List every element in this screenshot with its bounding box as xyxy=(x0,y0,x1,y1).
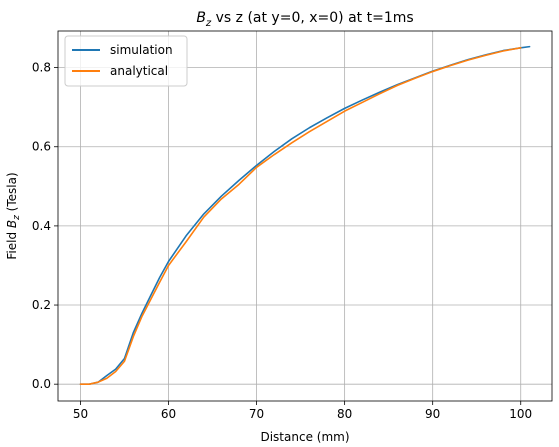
x-tick-label: 50 xyxy=(73,407,88,421)
y-axis-label-subscript: z xyxy=(12,215,22,221)
y-tick-label: 0.8 xyxy=(32,61,51,75)
series-line-analytical xyxy=(79,47,522,385)
y-tick-label: 0.2 xyxy=(32,298,51,312)
legend-box xyxy=(64,35,188,87)
x-tick-label: 90 xyxy=(425,407,440,421)
title-suffix: vs z (at y=0, x=0) at t=1ms xyxy=(211,10,414,26)
y-tick-label: 0.6 xyxy=(32,140,51,154)
legend-label-simulation: simulation xyxy=(110,43,173,57)
y-tick-label: 0.0 xyxy=(32,377,51,391)
x-axis-label: Distance (mm) xyxy=(260,430,349,444)
grid xyxy=(58,31,552,401)
plot-frame xyxy=(57,30,553,402)
y-axis-label-symbol: B xyxy=(5,220,19,228)
ticks: 50 60 70 80 90 100 0.0 0.2 0.4 0.6 0.8 xyxy=(32,61,532,421)
title-subscript: z xyxy=(205,18,212,29)
legend-label-analytical: analytical xyxy=(110,64,168,78)
y-axis-label-suffix: (Tesla) xyxy=(5,172,19,215)
y-tick-label: 0.4 xyxy=(32,219,51,233)
series-layer xyxy=(79,45,531,385)
y-axis-label: Field Bz (Tesla) xyxy=(5,172,22,259)
x-tick-label: 80 xyxy=(337,407,352,421)
x-tick-label: 70 xyxy=(249,407,264,421)
y-axis-label-prefix: Field xyxy=(5,228,19,260)
chart-title: Bz vs z (at y=0, x=0) at t=1ms xyxy=(196,10,413,29)
x-tick-label: 100 xyxy=(509,407,532,421)
x-tick-label: 60 xyxy=(161,407,176,421)
legend: simulation analytical xyxy=(64,35,188,87)
title-symbol: B xyxy=(196,10,206,26)
